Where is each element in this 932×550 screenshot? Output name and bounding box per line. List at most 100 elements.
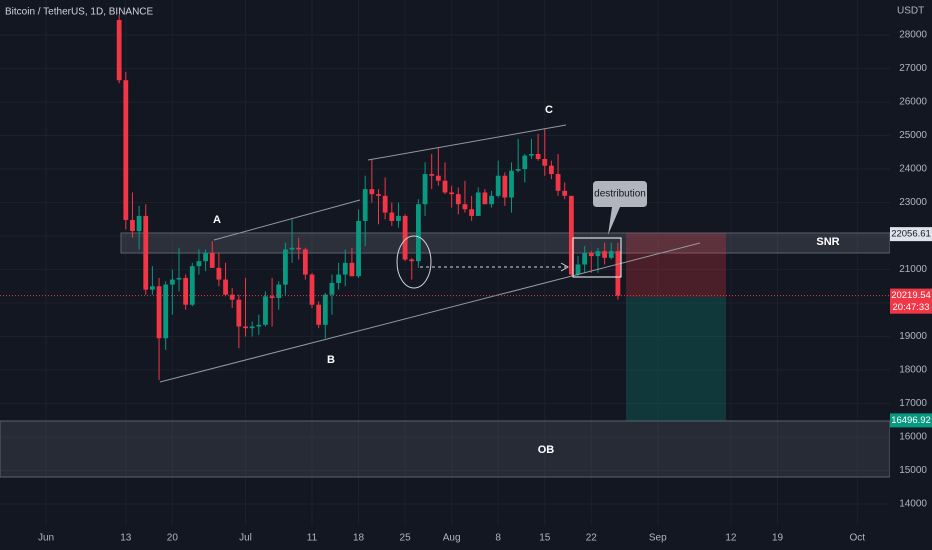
candle-body [249,326,255,329]
candle-body [356,220,361,277]
x-tick-label: 8 [495,533,501,544]
x-tick-label: Oct [850,533,866,544]
y-tick-label: 16000 [899,432,927,443]
candle-body [243,326,248,329]
channel-line [159,242,701,383]
candles [116,14,621,381]
label-b: B [327,354,335,366]
x-tick-label: Aug [443,533,461,544]
candle-body [582,252,588,265]
candle-body [575,264,581,275]
y-tick-label: 19000 [899,331,927,342]
countdown: 20:47:33 [893,302,930,313]
candle-body [555,174,561,191]
candle-body [549,165,554,175]
candle-body [402,215,408,260]
candle-body [169,279,175,285]
candle-body [362,189,368,221]
price-label: 20219.54 [891,290,931,301]
candle-body [568,195,574,275]
candle-body [595,251,601,257]
candle-body [316,304,322,325]
chart-title: Bitcoin / TetherUS, 1D, BINANCE [5,7,154,18]
callout [593,181,647,235]
price-axis [890,0,932,550]
x-tick-label: 19 [772,533,784,544]
overlay: 1400015000160001700018000190002000021000… [0,30,932,544]
candle-body [588,252,594,257]
candle-body [209,252,215,268]
x-tick-label: Jun [38,533,54,544]
candle-body [416,204,421,262]
currency: USDT [897,6,924,17]
channel-line [213,199,361,241]
y-tick-label: 17000 [899,398,927,409]
candle-body [502,175,508,198]
candle-body [302,249,308,275]
candle-body [150,286,155,290]
candle-body [296,247,302,250]
x-tick-label: 22 [586,533,598,544]
candle-body [116,19,122,81]
candle-body [189,266,195,305]
candle-body [183,277,189,305]
snr-zone [120,232,891,254]
candle-body [429,174,435,176]
candle-body [442,180,448,193]
candle-body [216,267,222,280]
ob-zone [0,420,891,478]
candle-body [489,195,494,205]
candle-body [455,194,461,205]
candle-body [283,249,288,285]
candle-body [482,192,488,205]
candle-body [462,204,468,210]
candle-body [396,215,401,221]
range-box [572,237,622,278]
candle-body [475,192,481,216]
candle-body [422,174,428,205]
x-tick-label: 20 [167,533,179,544]
label-a: A [213,214,221,226]
callout-text: destribution [594,189,646,200]
candle-body [176,277,182,280]
candle-body [615,251,621,296]
x-tick-label: Sep [649,533,667,544]
label-c: C [545,104,553,116]
candle-body [509,170,514,198]
candle-body [196,261,202,267]
y-tick-label: 26000 [899,97,927,108]
candle-body [289,247,295,250]
y-tick-label: 15000 [899,465,927,476]
candle-body [123,80,129,220]
candle-body [322,294,328,325]
x-tick-label: Jul [239,533,252,544]
candle-body [130,219,135,232]
candle-body [409,259,415,262]
price-label-box [890,227,932,242]
label-ob: OB [538,444,555,456]
candle-body [529,153,534,156]
candle-body [542,158,548,166]
label-snr: SNR [816,236,839,248]
candle-body [342,262,348,275]
y-tick-label: 23000 [899,197,927,208]
candle-body [236,299,242,327]
y-tick-label: 21000 [899,264,927,275]
highlight-circle [396,235,432,289]
candle-body [522,155,528,170]
candle-body [389,212,395,221]
x-tick-label: 15 [539,533,551,544]
y-tick-label: 18000 [899,365,927,376]
price-label: 16496.92 [891,415,931,426]
candle-body [229,294,235,300]
candle-body [449,192,455,195]
target-zone [626,297,726,421]
candle-body [163,284,169,339]
candle-body [608,251,614,258]
price-label-box [890,413,932,428]
x-tick-label: 12 [725,533,737,544]
candle-body [515,169,521,171]
y-tick-label: 25000 [899,130,927,141]
